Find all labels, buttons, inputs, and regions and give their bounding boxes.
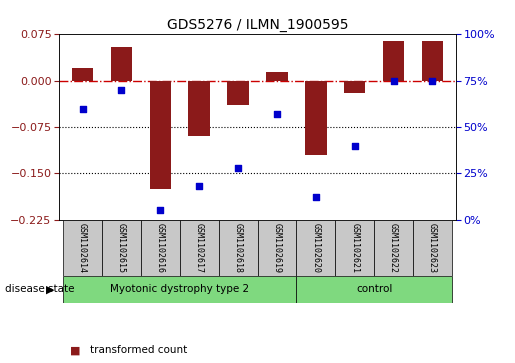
Point bbox=[428, 78, 437, 84]
Bar bbox=[335, 220, 374, 276]
Point bbox=[156, 207, 164, 213]
Text: ▶: ▶ bbox=[46, 285, 55, 294]
Text: GSM1102618: GSM1102618 bbox=[234, 223, 243, 273]
Bar bbox=[296, 276, 452, 303]
Bar bbox=[422, 41, 443, 81]
Text: ■: ■ bbox=[70, 345, 80, 355]
Text: GSM1102617: GSM1102617 bbox=[195, 223, 204, 273]
Bar bbox=[63, 220, 102, 276]
Bar bbox=[344, 81, 365, 93]
Bar bbox=[141, 220, 180, 276]
Point bbox=[234, 165, 242, 171]
Bar bbox=[305, 81, 327, 155]
Bar bbox=[72, 69, 93, 81]
Bar bbox=[227, 81, 249, 105]
Bar bbox=[188, 81, 210, 136]
Point bbox=[78, 106, 87, 111]
Text: transformed count: transformed count bbox=[90, 345, 187, 355]
Text: GSM1102619: GSM1102619 bbox=[272, 223, 281, 273]
Text: GSM1102623: GSM1102623 bbox=[428, 223, 437, 273]
Point bbox=[117, 87, 126, 93]
Bar bbox=[258, 220, 296, 276]
Point bbox=[389, 78, 398, 84]
Bar bbox=[102, 220, 141, 276]
Point bbox=[195, 183, 203, 189]
Bar bbox=[296, 220, 335, 276]
Text: GSM1102622: GSM1102622 bbox=[389, 223, 398, 273]
Title: GDS5276 / ILMN_1900595: GDS5276 / ILMN_1900595 bbox=[167, 18, 348, 32]
Bar bbox=[150, 81, 171, 189]
Text: GSM1102616: GSM1102616 bbox=[156, 223, 165, 273]
Text: Myotonic dystrophy type 2: Myotonic dystrophy type 2 bbox=[110, 285, 249, 294]
Bar bbox=[266, 72, 288, 81]
Bar bbox=[111, 47, 132, 81]
Bar bbox=[180, 220, 219, 276]
Bar bbox=[383, 41, 404, 81]
Bar bbox=[63, 276, 296, 303]
Point bbox=[312, 195, 320, 200]
Text: control: control bbox=[356, 285, 392, 294]
Text: GSM1102615: GSM1102615 bbox=[117, 223, 126, 273]
Text: GSM1102621: GSM1102621 bbox=[350, 223, 359, 273]
Text: GSM1102614: GSM1102614 bbox=[78, 223, 87, 273]
Bar bbox=[413, 220, 452, 276]
Point bbox=[273, 111, 281, 117]
Bar bbox=[219, 220, 258, 276]
Text: GSM1102620: GSM1102620 bbox=[311, 223, 320, 273]
Bar bbox=[374, 220, 413, 276]
Text: disease state: disease state bbox=[5, 285, 75, 294]
Point bbox=[351, 143, 359, 148]
